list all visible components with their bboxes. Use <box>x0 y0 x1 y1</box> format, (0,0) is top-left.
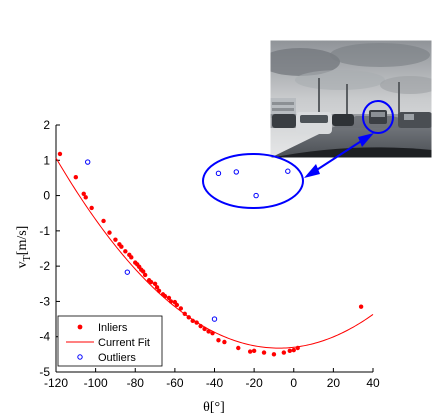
x-tick-label: -60 <box>166 376 184 390</box>
inlier-point <box>291 347 296 353</box>
inlier-point <box>152 281 158 286</box>
inlier-point <box>210 330 215 336</box>
outlier-point <box>124 269 131 275</box>
inlier-point <box>287 348 292 354</box>
inlier-point <box>123 249 128 254</box>
y-tick-label: -2 <box>39 259 50 273</box>
inlier-point <box>174 302 180 308</box>
y-tick-label: 2 <box>43 118 50 132</box>
outlier-point <box>215 170 222 177</box>
y-axis-title-sub: T <box>22 255 33 261</box>
inlier-point <box>198 323 203 329</box>
link-arrow <box>304 133 374 178</box>
inlier-point <box>107 230 112 235</box>
inlier-point <box>129 255 134 260</box>
y-axis-title-unit: [m/s] <box>15 226 30 256</box>
inlier-point <box>178 306 184 311</box>
outlier-highlight-ellipse <box>202 153 304 209</box>
plot-area <box>55 151 374 357</box>
inlier-point <box>358 304 364 309</box>
x-tick-label: -80 <box>127 376 145 390</box>
inlier-point <box>236 345 241 351</box>
outlier-point <box>285 168 291 174</box>
x-tick-label: 0 <box>290 376 297 390</box>
inlier-point <box>247 349 253 354</box>
outlier-point <box>253 192 259 199</box>
legend-inliers-label: Inliers <box>98 322 128 334</box>
inlier-point <box>162 293 168 299</box>
inlier-point <box>140 269 146 274</box>
inlier-point <box>83 195 88 200</box>
outlier-point <box>211 316 218 322</box>
y-tick-label: -1 <box>39 224 50 238</box>
inlier-point <box>156 288 162 294</box>
inlier-point <box>202 326 207 332</box>
legend-outliers-label: Outliers <box>98 352 136 364</box>
legend-box <box>57 315 163 367</box>
fit-curve-line <box>55 157 374 349</box>
photo-target-circle <box>362 100 394 134</box>
inlier-point <box>148 279 154 285</box>
inlier-point <box>295 345 300 351</box>
y-tick-label: -3 <box>39 294 50 308</box>
inlier-point <box>206 329 211 334</box>
x-tick-label: -20 <box>245 376 263 390</box>
legend: Inliers Current Fit Outliers <box>57 315 163 367</box>
inlier-point <box>168 299 174 304</box>
inlier-point <box>119 244 124 249</box>
inlier-point <box>216 338 221 343</box>
inlier-point <box>186 315 191 320</box>
y-axis-title-main: v <box>15 261 30 268</box>
inlier-point <box>281 350 287 355</box>
inlier-point <box>261 350 267 355</box>
inlier-point <box>194 320 199 325</box>
inlier-point <box>113 237 118 242</box>
y-tick-label: 0 <box>43 189 50 203</box>
inlier-point <box>89 205 94 211</box>
x-tick-label: 20 <box>327 376 341 390</box>
inlier-point <box>166 295 172 301</box>
inlier-point <box>251 348 257 354</box>
outlier-point <box>233 169 239 175</box>
legend-fit-label: Current Fit <box>98 337 150 349</box>
y-tick-label: 1 <box>43 153 50 167</box>
x-tick-label: -40 <box>206 376 224 390</box>
inlier-point <box>271 352 277 357</box>
inlier-point <box>182 311 187 316</box>
y-tick-label: -5 <box>39 365 50 379</box>
x-tick-label: -100 <box>84 376 108 390</box>
y-axis-title: vT[m/s] <box>15 226 33 269</box>
inlier-point <box>190 318 195 324</box>
inlier-point <box>142 272 148 278</box>
legend-inliers-marker <box>77 324 83 330</box>
inlier-point <box>154 285 160 290</box>
inset-photo <box>269 39 433 159</box>
x-axis-title: θ[°] <box>203 400 225 415</box>
inlier-point <box>57 151 63 157</box>
inlier-point <box>222 339 227 345</box>
inlier-point <box>81 191 86 197</box>
inlier-point <box>101 218 106 224</box>
legend-outliers-marker <box>77 354 83 360</box>
inlier-point <box>73 175 79 180</box>
x-tick-label: -120 <box>44 376 68 390</box>
x-tick-label: 40 <box>366 376 380 390</box>
y-tick-label: -4 <box>39 330 50 344</box>
plot-axes: -120 -100 -80 -60 -40 -20 0 20 40 -5 -4 -3 -2 -1 0 1 2 <box>39 118 380 390</box>
outlier-point <box>85 159 91 165</box>
